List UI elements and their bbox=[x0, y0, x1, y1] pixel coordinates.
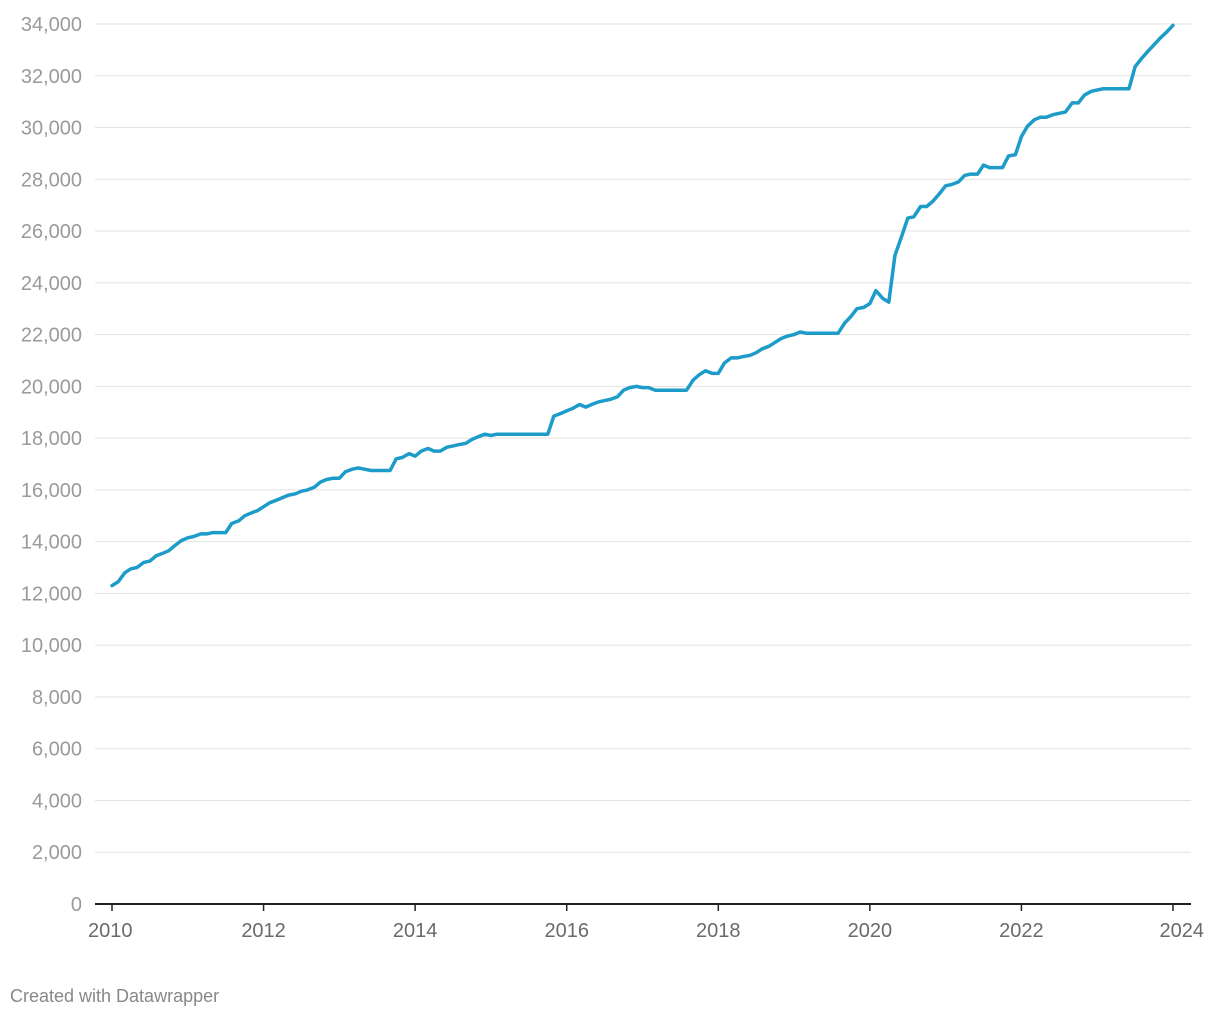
plot-area bbox=[110, 23, 1175, 588]
y-tick-label: 28,000 bbox=[21, 169, 82, 191]
datawrapper-credit: Created with Datawrapper bbox=[10, 986, 220, 1006]
y-tick-label: 20,000 bbox=[21, 376, 82, 398]
y-tick-label: 6,000 bbox=[32, 739, 82, 761]
series-line bbox=[110, 23, 1175, 588]
x-tick-label: 2016 bbox=[544, 920, 589, 942]
gridlines bbox=[95, 23, 1191, 853]
y-tick-label: 22,000 bbox=[21, 325, 82, 347]
x-tick-label: 2012 bbox=[241, 920, 286, 942]
y-tick-label: 14,000 bbox=[21, 532, 82, 554]
y-tick-label: 30,000 bbox=[21, 118, 82, 140]
y-axis: 0 2,000 4,000 6,000 8,000 10,000 12,000 14,000 1… bbox=[21, 14, 82, 916]
y-tick-label: 8,000 bbox=[32, 687, 82, 709]
x-tick-label: 2018 bbox=[696, 920, 741, 942]
x-tick-label: 2022 bbox=[999, 920, 1044, 942]
y-tick-label: 26,000 bbox=[21, 221, 82, 243]
y-tick-label: 16,000 bbox=[21, 480, 82, 502]
x-tick-label: 2014 bbox=[393, 920, 438, 942]
y-tick-label: 0 bbox=[71, 894, 82, 916]
line-chart: 0 2,000 4,000 6,000 8,000 10,000 12,000 14,000 1… bbox=[21, 14, 1205, 942]
y-tick-label: 2,000 bbox=[32, 842, 82, 864]
y-tick-label: 32,000 bbox=[21, 66, 82, 88]
y-tick-label: 24,000 bbox=[21, 273, 82, 295]
x-axis: 2010 2012 2014 2016 2018 2020 2022 2024 bbox=[88, 903, 1205, 942]
y-tick-label: 12,000 bbox=[21, 583, 82, 605]
x-tick-label: 2010 bbox=[88, 920, 133, 942]
y-tick-label: 4,000 bbox=[32, 790, 82, 812]
y-tick-label: 34,000 bbox=[21, 14, 82, 36]
y-tick-label: 18,000 bbox=[21, 428, 82, 450]
x-tick-label: 2020 bbox=[848, 920, 893, 942]
x-tick-label: 2024 bbox=[1160, 920, 1205, 942]
y-tick-label: 10,000 bbox=[21, 635, 82, 657]
